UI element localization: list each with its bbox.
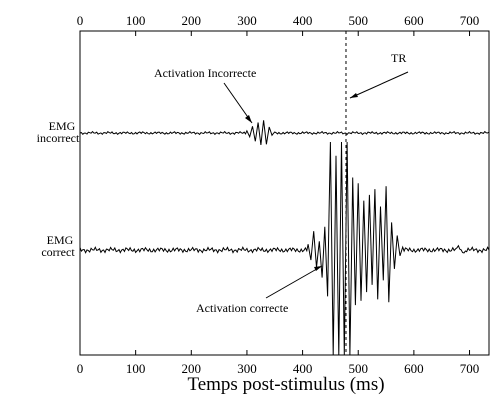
x-axis-label: Temps post-stimulus (ms) bbox=[187, 374, 384, 395]
bottom-tick-label-4: 400 bbox=[293, 361, 313, 376]
series-label-incorrect-line1: EMG bbox=[49, 119, 76, 133]
series-line-emg-incorrect bbox=[79, 120, 490, 146]
series-label-incorrect-line2: incorrect bbox=[37, 131, 80, 145]
series-label-correct-line2: correct bbox=[41, 245, 75, 259]
top-x-axis: 0 100 200 300 400 500 600 700 bbox=[77, 13, 480, 36]
series-line-emg-correct bbox=[79, 141, 490, 356]
annotation-activation-correcte: Activation correcte bbox=[196, 301, 288, 315]
arrow-tr bbox=[349, 71, 409, 99]
top-tick-label-7: 700 bbox=[460, 13, 480, 28]
top-tick-label-3: 300 bbox=[237, 13, 257, 28]
bottom-tick-label-0: 0 bbox=[77, 361, 84, 376]
bottom-tick-label-3: 300 bbox=[237, 361, 257, 376]
bottom-tick-label-5: 500 bbox=[348, 361, 368, 376]
annotation-activation-incorrecte: Activation Incorrecte bbox=[154, 66, 256, 80]
top-tick-label-5: 500 bbox=[348, 13, 368, 28]
top-tick-label-0: 0 bbox=[77, 13, 84, 28]
series-label-correct-line1: EMG bbox=[47, 233, 74, 247]
arrow-activation-correcte bbox=[265, 265, 323, 299]
arrowhead-activation-incorrecte bbox=[245, 115, 252, 123]
annotation-tr: TR bbox=[391, 51, 406, 65]
bottom-tick-label-6: 600 bbox=[404, 361, 424, 376]
bottom-x-axis: 0 100 200 300 400 500 600 700 bbox=[77, 350, 480, 376]
arrowhead-tr bbox=[350, 93, 358, 98]
top-tick-label-2: 200 bbox=[182, 13, 202, 28]
bottom-tick-label-2: 200 bbox=[182, 361, 202, 376]
plot-frame bbox=[79, 30, 490, 356]
bottom-tick-label-1: 100 bbox=[126, 361, 146, 376]
top-tick-label-6: 600 bbox=[404, 13, 424, 28]
top-tick-label-4: 400 bbox=[293, 13, 313, 28]
bottom-tick-label-7: 700 bbox=[460, 361, 480, 376]
top-tick-label-1: 100 bbox=[126, 13, 146, 28]
arrowhead-activation-correcte bbox=[314, 266, 322, 271]
traces bbox=[79, 120, 490, 356]
